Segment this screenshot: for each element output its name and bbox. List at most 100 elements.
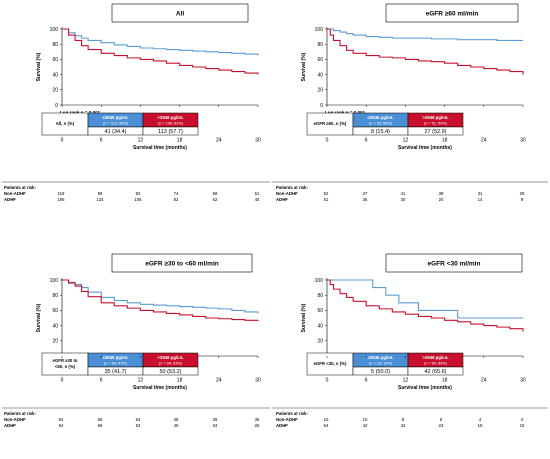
legend-low-group-label: ≤3946 pg/mL: [368, 355, 394, 360]
x-tick-label: 0: [326, 378, 329, 384]
y-tick-label: 60: [52, 308, 58, 314]
x-tick-label: 6: [100, 378, 103, 384]
legend-high-deaths: 50 (53.2): [159, 369, 181, 375]
risk-count: 65: [98, 417, 103, 422]
risk-count: 82: [174, 197, 179, 202]
x-axis-title: Survival time (months): [133, 145, 187, 151]
risk-count: 30: [401, 197, 406, 202]
risk-row-label: ADHF: [276, 197, 288, 202]
risk-count: 41: [401, 191, 406, 196]
y-tick-label: 80: [52, 42, 58, 48]
panel-title-box: [111, 3, 249, 23]
risk-count: 23: [439, 423, 444, 428]
risk-count: 46: [174, 423, 179, 428]
x-tick-label: 30: [520, 138, 526, 144]
legend-high-group-n: (n = 196; 62%): [158, 122, 184, 126]
x-axis-title: Survival time (months): [398, 385, 452, 391]
risk-row-label: Non-ADHF: [276, 191, 298, 196]
legend-high-value-cell: [142, 126, 199, 136]
legend-low-group-label: ≤3946 pg/mL: [368, 115, 394, 120]
risk-count: 31: [478, 191, 483, 196]
y-tick-label: 80: [317, 293, 323, 299]
risk-count: 54: [136, 417, 141, 422]
panel-title: All: [176, 10, 185, 17]
x-tick-label: 18: [177, 138, 183, 144]
risk-count: 6: [440, 417, 443, 422]
risk-count: 51: [255, 191, 260, 196]
risk-count: 82: [136, 191, 141, 196]
y-tick-label: 60: [317, 57, 323, 63]
legend-low-group-n: (n = 119; 38%): [103, 122, 128, 126]
risk-count: 35: [255, 417, 260, 422]
risk-count: 8: [402, 417, 405, 422]
x-tick-label: 0: [61, 138, 64, 144]
panel-title: eGFR ≥60 ml/min: [426, 10, 479, 17]
y-tick-label: 100: [315, 278, 324, 284]
y-tick-label: 100: [50, 27, 59, 33]
risk-count: 34: [213, 423, 218, 428]
legend-high-group-label: >3946 pg/mL: [157, 115, 184, 120]
legend-low-deaths: 5 (50.0): [371, 369, 390, 375]
legend-row-label: <60, n (%): [55, 364, 76, 369]
risk-count: 36: [363, 197, 368, 202]
risk-row-label: Non-ADHF: [4, 417, 26, 422]
survival-curve-low: [327, 28, 523, 41]
risk-table-header: Patients at risk:: [4, 185, 37, 190]
y-tick-label: 0: [320, 103, 323, 109]
legend-row-label: eGFR ≥30 to: [52, 358, 77, 363]
survival-curve-low: [327, 279, 523, 319]
y-tick-label: 0: [55, 103, 58, 109]
legend-low-group-n: (n = 10; 14%): [369, 362, 393, 366]
legend-low-deaths: 35 (41.7): [104, 369, 126, 375]
y-tick-label: 80: [317, 42, 323, 48]
risk-table-header: Patients at risk:: [276, 185, 309, 190]
y-tick-label: 40: [52, 323, 58, 329]
x-tick-label: 30: [520, 378, 526, 384]
risk-count: 39: [213, 417, 218, 422]
y-axis-title: Survival (%): [36, 52, 42, 81]
y-tick-label: 20: [317, 339, 323, 345]
x-tick-label: 6: [365, 378, 368, 384]
legend-low-group-label: ≤3946 pg/mL: [103, 355, 129, 360]
legend-high-group-label: >3946 pg/mL: [422, 355, 449, 360]
legend-high-deaths: 27 (52.9): [424, 129, 446, 135]
risk-count: 19: [478, 423, 483, 428]
legend-high-value-cell: [407, 126, 464, 136]
survival-curve-high: [327, 28, 524, 75]
risk-count: 62: [213, 197, 218, 202]
x-tick-label: 12: [403, 378, 409, 384]
y-tick-label: 40: [317, 323, 323, 329]
x-tick-label: 24: [216, 138, 222, 144]
survival-curve-high: [62, 28, 259, 75]
risk-count: 84: [59, 417, 64, 422]
risk-count: 119: [58, 191, 65, 196]
survival-curve-high: [62, 279, 259, 322]
risk-count: 58: [213, 191, 218, 196]
legend-row-label: eGFR ≥60, n (%): [314, 121, 347, 126]
x-tick-label: 24: [481, 138, 487, 144]
y-tick-label: 100: [315, 27, 324, 33]
y-tick-label: 20: [52, 88, 58, 94]
legend-high-group-label: >3946 pg/mL: [157, 355, 184, 360]
y-tick-label: 100: [50, 278, 59, 284]
y-tick-label: 40: [317, 72, 323, 78]
y-axis-title: Survival (%): [36, 303, 42, 332]
x-tick-label: 24: [481, 378, 487, 384]
y-tick-label: 20: [52, 339, 58, 345]
survival-curve-high: [327, 279, 524, 332]
x-axis-title: Survival time (months): [398, 145, 452, 151]
x-tick-label: 6: [365, 138, 368, 144]
risk-count: 15: [520, 423, 525, 428]
risk-row-label: ADHF: [4, 197, 16, 202]
panel-title: eGFR ≥30 to <60 ml/min: [145, 260, 218, 267]
risk-count: 52: [324, 191, 329, 196]
legend-high-value-cell: [407, 366, 464, 376]
risk-count: 94: [59, 423, 64, 428]
x-tick-label: 0: [326, 138, 329, 144]
panel-title: eGFR <30 ml/min: [428, 260, 481, 267]
legend-low-group-n: (n = 84; 47%): [104, 362, 128, 366]
x-tick-label: 30: [255, 138, 261, 144]
